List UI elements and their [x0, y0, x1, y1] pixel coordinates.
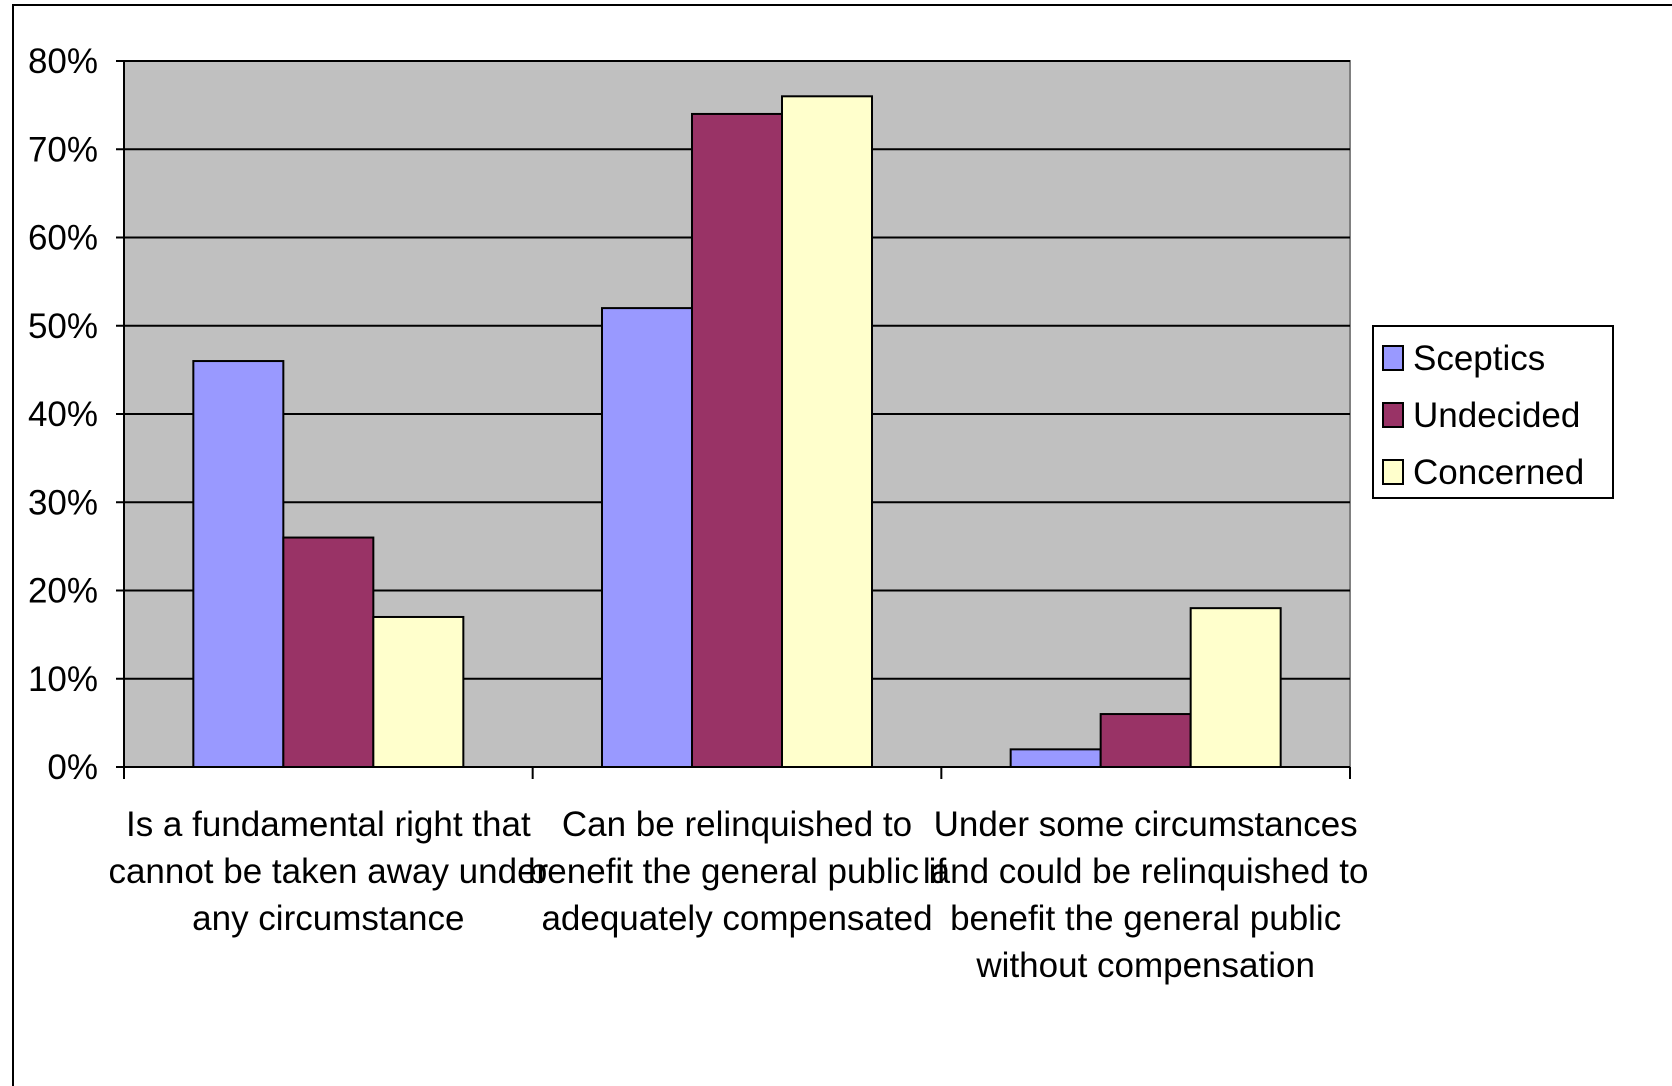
legend-label-concerned: Concerned — [1413, 453, 1584, 492]
bar-sceptics-3 — [1009, 748, 1102, 768]
bar-concerned-1 — [372, 615, 465, 768]
bar-undecided-3 — [1099, 713, 1192, 768]
bar-sceptics-2 — [601, 307, 693, 768]
y-tick-label: 10% — [28, 660, 98, 699]
legend-label-sceptics: Sceptics — [1413, 339, 1545, 378]
legend-swatch-sceptics — [1382, 345, 1404, 371]
legend-swatch-undecided — [1382, 402, 1404, 428]
x-category-label: Is a fundamental right that cannot be tak… — [108, 805, 548, 938]
legend-label-undecided: Undecided — [1413, 396, 1580, 435]
bar-sceptics-1 — [192, 360, 285, 768]
y-tick-label: 60% — [28, 219, 98, 258]
y-tick-label: 40% — [28, 395, 98, 434]
x-category-label: Can be relinquished to benefit the genera… — [528, 805, 947, 938]
legend: Sceptics Undecided Concerned — [1372, 325, 1614, 499]
legend-swatch-concerned — [1382, 459, 1404, 485]
x-category-label: Under some circumstances land could be re… — [923, 805, 1369, 985]
bar-undecided-2 — [691, 112, 783, 768]
bar-concerned-2 — [781, 95, 873, 769]
y-tick-label: 50% — [28, 307, 98, 346]
chart-frame — [12, 4, 1672, 1086]
bars — [192, 95, 1282, 769]
x-axis-labels: Is a fundamental right that cannot be tak… — [108, 805, 1368, 985]
y-axis-labels: 0% 10% 20% 30% 40% 50% 60% 70% 80% — [28, 42, 98, 787]
legend-box — [1372, 325, 1614, 499]
y-tick-label: 70% — [28, 130, 98, 169]
y-tick-label: 80% — [28, 42, 98, 81]
bar-concerned-3 — [1189, 607, 1282, 769]
y-tick-label: 20% — [28, 572, 98, 611]
y-tick-label: 0% — [47, 748, 98, 787]
y-tick-label: 30% — [28, 483, 98, 522]
axes — [116, 60, 1351, 779]
bar-undecided-1 — [282, 536, 375, 768]
